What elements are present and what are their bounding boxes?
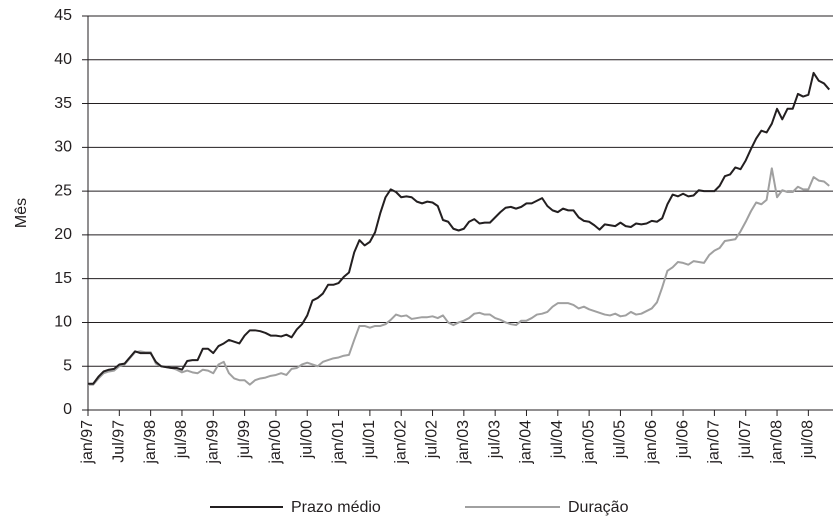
y-tick-label: 35 [54,95,72,112]
x-tick-label: jan/99 [204,420,221,465]
x-tick-label: jul/03 [486,420,503,459]
legend-label: Prazo médio [291,499,381,516]
y-tick-label: 30 [54,139,72,156]
x-tick-label: jul/05 [612,420,629,459]
x-tick-label: jul/00 [298,420,315,459]
y-tick-label: 20 [54,226,72,243]
x-tick-label: jul/98 [173,420,190,459]
x-tick-label: jul/04 [549,420,566,459]
x-tick-label: Jul/97 [111,420,128,463]
x-tick-label: jul/08 [800,420,817,459]
x-tick-label: jan/08 [768,420,785,465]
legend-label: Duração [568,499,629,516]
x-tick-label: jan/97 [79,420,96,465]
x-tick-label: jul/99 [236,420,253,459]
x-tick-label: jan/04 [518,420,535,465]
x-tick-label: jan/98 [142,420,159,465]
x-tick-label: jan/03 [455,420,472,465]
x-tick-label: jul/06 [674,420,691,459]
data-line [88,71,831,385]
y-tick-label: 0 [63,401,72,418]
data-line [88,167,830,386]
y-tick-label: 10 [54,314,72,331]
y-tick-label: 15 [54,270,72,287]
y-tick-label: 40 [54,51,72,68]
x-tick-label: jan/02 [392,420,409,465]
x-tick-label: jul/07 [737,420,754,459]
y-tick-label: 45 [54,7,72,24]
x-tick-label: jul/01 [361,420,378,459]
x-tick-label: jan/00 [267,420,284,465]
x-tick-label: jan/06 [643,420,660,465]
y-tick-label: 25 [54,182,72,199]
x-tick-label: jan/01 [330,420,347,465]
x-tick-label: jul/02 [424,420,441,459]
x-tick-label: jan/05 [580,420,597,465]
y-axis-label: Mês [13,198,30,228]
y-tick-label: 5 [63,357,72,374]
x-tick-label: jan/07 [706,420,723,465]
